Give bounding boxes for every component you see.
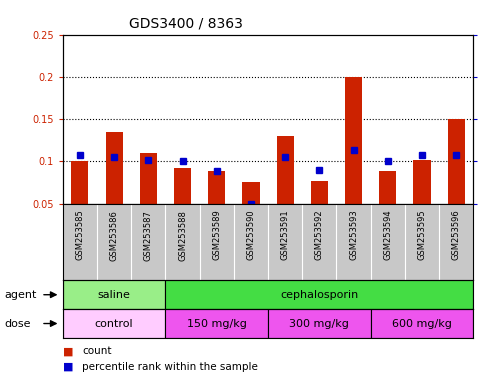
Text: percentile rank within the sample: percentile rank within the sample — [82, 362, 258, 372]
Text: GSM253589: GSM253589 — [212, 210, 221, 260]
Bar — [165, 280, 473, 309]
Text: dose: dose — [5, 318, 31, 329]
Bar — [165, 309, 268, 338]
Bar — [345, 77, 362, 204]
Text: GSM253588: GSM253588 — [178, 210, 187, 260]
Text: GSM253590: GSM253590 — [246, 210, 256, 260]
Bar — [268, 309, 371, 338]
Bar — [242, 182, 259, 204]
Text: GSM253595: GSM253595 — [417, 210, 426, 260]
Bar — [208, 171, 225, 204]
Text: GSM253586: GSM253586 — [110, 210, 119, 260]
Bar — [106, 132, 123, 204]
Text: GSM253594: GSM253594 — [384, 210, 392, 260]
Bar — [379, 171, 397, 204]
Text: cephalosporin: cephalosporin — [280, 290, 358, 300]
Text: GSM253593: GSM253593 — [349, 210, 358, 260]
Bar — [63, 280, 165, 309]
Text: 150 mg/kg: 150 mg/kg — [187, 318, 247, 329]
Bar — [63, 309, 165, 338]
Text: count: count — [82, 346, 112, 356]
Text: GDS3400 / 8363: GDS3400 / 8363 — [129, 17, 243, 31]
Text: GSM253596: GSM253596 — [452, 210, 461, 260]
Text: GSM253587: GSM253587 — [144, 210, 153, 260]
Text: ■: ■ — [63, 346, 73, 356]
Bar — [448, 119, 465, 204]
Text: 300 mg/kg: 300 mg/kg — [289, 318, 349, 329]
Text: saline: saline — [98, 290, 130, 300]
Bar — [371, 309, 473, 338]
Text: control: control — [95, 318, 133, 329]
Text: agent: agent — [5, 290, 37, 300]
Text: GSM253585: GSM253585 — [75, 210, 85, 260]
Text: 600 mg/kg: 600 mg/kg — [392, 318, 452, 329]
Text: GSM253592: GSM253592 — [315, 210, 324, 260]
Text: GSM253591: GSM253591 — [281, 210, 290, 260]
Bar — [174, 168, 191, 204]
Bar — [311, 181, 328, 204]
Text: ■: ■ — [63, 362, 73, 372]
Bar — [413, 160, 430, 204]
Bar — [140, 153, 157, 204]
Bar — [277, 136, 294, 204]
Bar — [71, 161, 88, 204]
